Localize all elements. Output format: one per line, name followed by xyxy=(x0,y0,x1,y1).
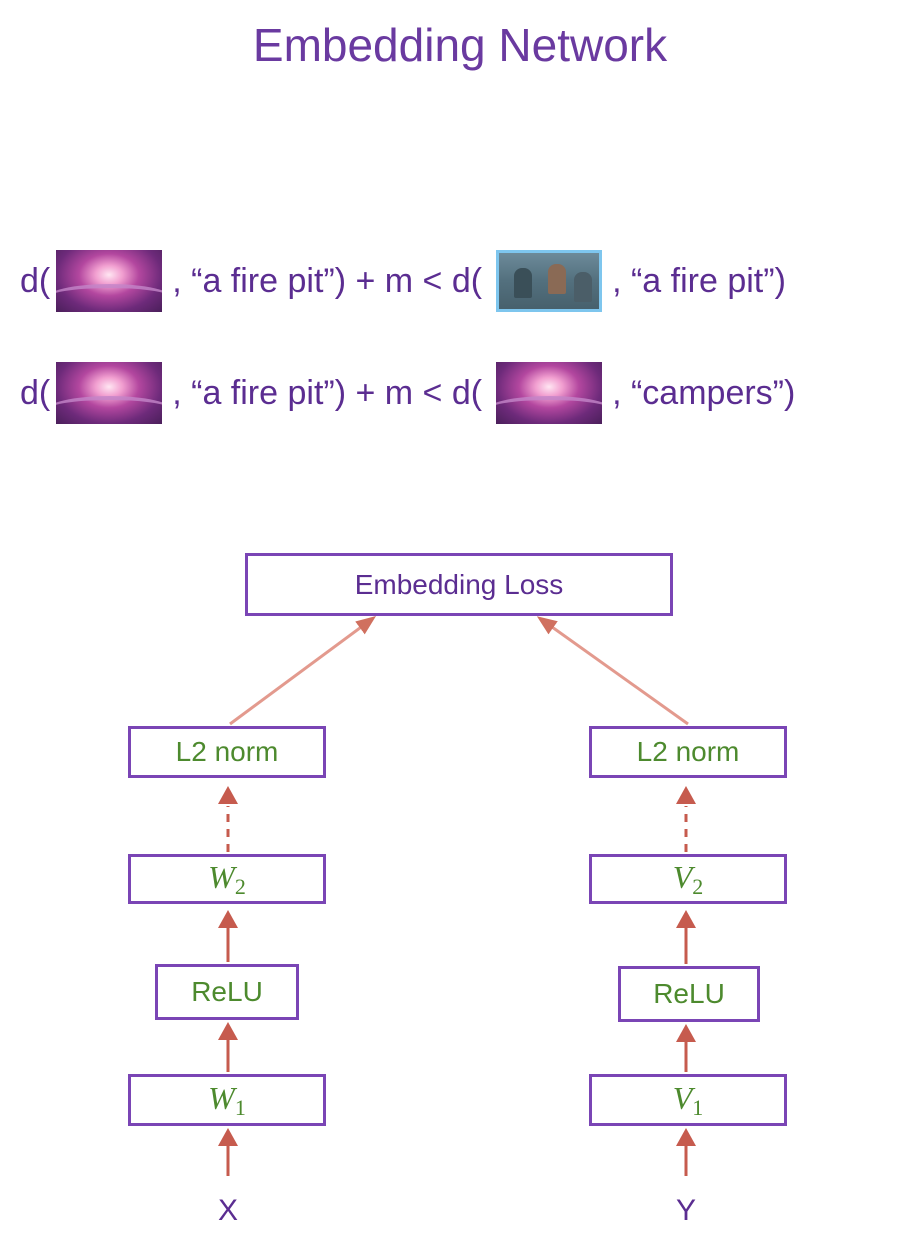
right-relu-label: ReLU xyxy=(653,978,725,1009)
arrowhead-x-to-w1 xyxy=(218,1128,238,1146)
left-relu-label: ReLU xyxy=(191,976,263,1007)
eq2-text-1: , “a fire pit”) + m < d( xyxy=(172,373,483,412)
eq1-text-1: , “a fire pit”) + m < d( xyxy=(172,261,483,300)
equation-1: d( , “a fire pit”) + m < d( , “a fire pi… xyxy=(20,250,786,312)
embedding-loss-box: Embedding Loss xyxy=(245,553,673,616)
arrowhead-v1-to-relu xyxy=(676,1024,696,1042)
embedding-loss-label: Embedding Loss xyxy=(354,568,564,600)
right-v2-label: V2 xyxy=(672,858,704,899)
right-relu-box: ReLU xyxy=(618,966,760,1022)
eq2-fire-pit-image-2 xyxy=(496,362,603,424)
input-x-label: X xyxy=(217,1194,238,1227)
eq2-text-2: , “campers”) xyxy=(612,373,796,412)
arrowhead-relu-to-v2 xyxy=(676,910,696,928)
left-l2-norm-label: L2 norm xyxy=(175,736,279,767)
arrow-right-norm-to-loss xyxy=(536,616,689,726)
eq1-text-2: , “a fire pit”) xyxy=(612,261,786,300)
right-l2-norm-box: L2 norm xyxy=(589,726,787,778)
arrow-left-norm-to-loss xyxy=(229,616,377,726)
right-v1-box: V1 xyxy=(589,1074,787,1126)
input-y-label: Y xyxy=(675,1194,696,1227)
right-l2-norm-label: L2 norm xyxy=(636,736,740,767)
left-w1-label: W1 xyxy=(208,1079,246,1120)
left-relu-box: ReLU xyxy=(155,964,299,1020)
arrowhead-v2-to-norm xyxy=(676,786,696,804)
arrowhead-relu-to-w2 xyxy=(218,910,238,928)
right-v1-label: V1 xyxy=(672,1079,704,1120)
arrowhead-w1-to-relu xyxy=(218,1022,238,1040)
left-w2-box: W2 xyxy=(128,854,326,904)
eq1-d-open: d( xyxy=(20,261,51,300)
eq2-fire-pit-image xyxy=(56,362,163,424)
left-w1-box: W1 xyxy=(128,1074,326,1126)
eq2-d-open: d( xyxy=(20,373,51,412)
left-w2-label: W2 xyxy=(208,858,246,899)
right-v2-box: V2 xyxy=(589,854,787,904)
page-title: Embedding Network xyxy=(252,19,668,71)
equation-2: d( , “a fire pit”) + m < d( , “campers”) xyxy=(20,362,795,424)
arrowhead-w2-to-norm xyxy=(218,786,238,804)
left-l2-norm-box: L2 norm xyxy=(128,726,326,778)
eq1-campers-image xyxy=(496,250,603,312)
arrowhead-y-to-v1 xyxy=(676,1128,696,1146)
eq1-fire-pit-image xyxy=(56,250,163,312)
